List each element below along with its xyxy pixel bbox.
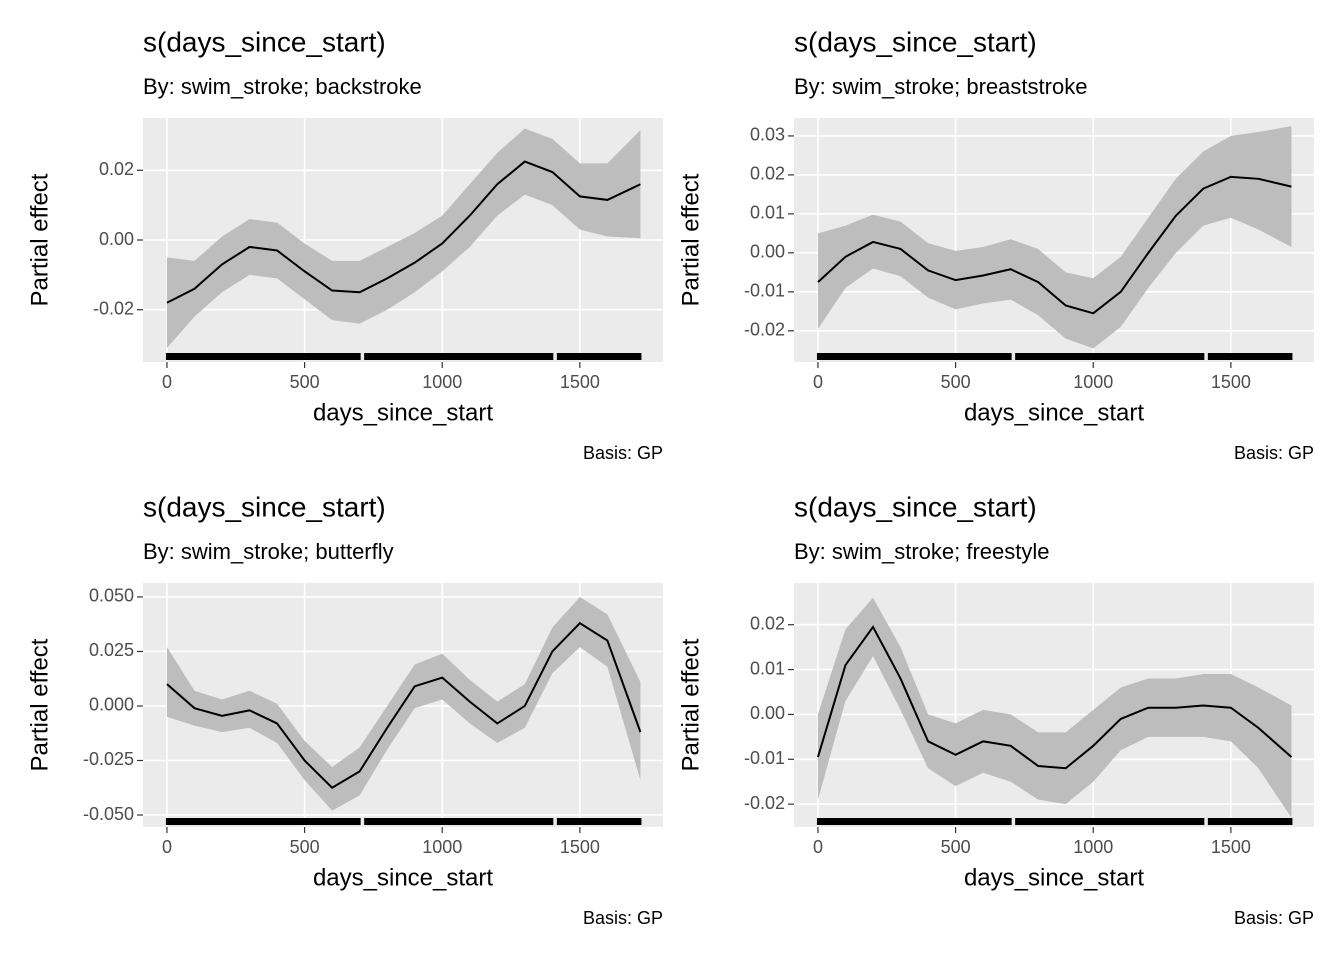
rug <box>364 818 554 825</box>
y-tick-label: -0.01 <box>744 748 785 768</box>
x-tick-label: 500 <box>290 837 320 857</box>
caption: Basis: GP <box>583 908 663 928</box>
rug <box>1207 353 1293 360</box>
x-tick-label: 1000 <box>1073 372 1113 392</box>
rug <box>556 353 642 360</box>
panel-subtitle: By: swim_stroke; butterfly <box>143 539 394 564</box>
panel-title: s(days_since_start) <box>794 491 1037 522</box>
x-tick-label: 1000 <box>422 837 462 857</box>
rug <box>364 353 554 360</box>
rug <box>556 818 642 825</box>
y-tick-label: 0.000 <box>89 695 134 715</box>
y-tick-label: 0.02 <box>99 159 134 179</box>
x-tick-label: 1500 <box>560 837 600 857</box>
rug <box>816 818 1012 825</box>
caption: Basis: GP <box>1234 443 1314 463</box>
y-tick-label: -0.02 <box>93 298 134 318</box>
y-axis-label: Partial effect <box>26 638 53 771</box>
panel-title: s(days_since_start) <box>143 491 386 522</box>
y-tick-label: 0.01 <box>750 658 785 678</box>
y-axis-label: Partial effect <box>677 173 704 306</box>
caption: Basis: GP <box>583 443 663 463</box>
confidence-band <box>817 126 1292 349</box>
y-tick-label: -0.02 <box>744 320 785 340</box>
x-tick-label: 1000 <box>422 372 462 392</box>
y-tick-label: 0.02 <box>750 613 785 633</box>
fit-line <box>166 621 642 790</box>
fit-line <box>166 160 641 304</box>
panel-title: s(days_since_start) <box>794 26 1037 57</box>
x-axis-label: days_since_start <box>313 864 493 891</box>
fit-line <box>816 625 1293 770</box>
rug <box>1015 818 1205 825</box>
rug <box>816 353 1012 360</box>
y-tick-label: -0.050 <box>83 804 134 824</box>
panel-subtitle: By: swim_stroke; freestyle <box>794 539 1050 564</box>
x-axis-label: days_since_start <box>964 864 1144 891</box>
panel-subtitle: By: swim_stroke; backstroke <box>143 74 422 99</box>
x-tick-label: 1500 <box>1211 837 1251 857</box>
x-tick-label: 500 <box>941 837 971 857</box>
y-tick-label: -0.01 <box>744 281 785 301</box>
rug <box>165 353 361 360</box>
y-tick-label: -0.025 <box>83 749 134 769</box>
y-tick-label: 0.02 <box>750 164 785 184</box>
confidence-band <box>817 597 1292 818</box>
x-tick-label: 0 <box>162 372 172 392</box>
fit-line <box>817 175 1292 315</box>
y-tick-label: 0.03 <box>750 125 785 145</box>
confidence-band <box>166 128 641 349</box>
x-tick-label: 500 <box>290 372 320 392</box>
x-tick-label: 0 <box>813 372 823 392</box>
y-tick-label: 0.01 <box>750 203 785 223</box>
y-axis-label: Partial effect <box>26 173 53 306</box>
y-tick-label: 0.00 <box>750 703 785 723</box>
y-tick-label: 0.050 <box>89 586 134 606</box>
x-tick-label: 500 <box>941 372 971 392</box>
panel-title: s(days_since_start) <box>143 26 386 57</box>
y-tick-label: 0.025 <box>89 640 134 660</box>
rug <box>1207 818 1293 825</box>
x-tick-label: 1000 <box>1073 837 1113 857</box>
y-tick-label: -0.02 <box>744 793 785 813</box>
x-tick-label: 1500 <box>560 372 600 392</box>
x-tick-label: 1500 <box>1211 372 1251 392</box>
x-tick-label: 0 <box>162 837 172 857</box>
caption: Basis: GP <box>1234 908 1314 928</box>
x-axis-label: days_since_start <box>313 399 493 426</box>
y-tick-label: 0.00 <box>750 242 785 262</box>
y-axis-label: Partial effect <box>677 638 704 771</box>
rug <box>1015 353 1205 360</box>
x-axis-label: days_since_start <box>964 399 1144 426</box>
panel-subtitle: By: swim_stroke; breaststroke <box>794 74 1087 99</box>
rug <box>165 818 361 825</box>
y-tick-label: 0.00 <box>99 229 134 249</box>
x-tick-label: 0 <box>813 837 823 857</box>
